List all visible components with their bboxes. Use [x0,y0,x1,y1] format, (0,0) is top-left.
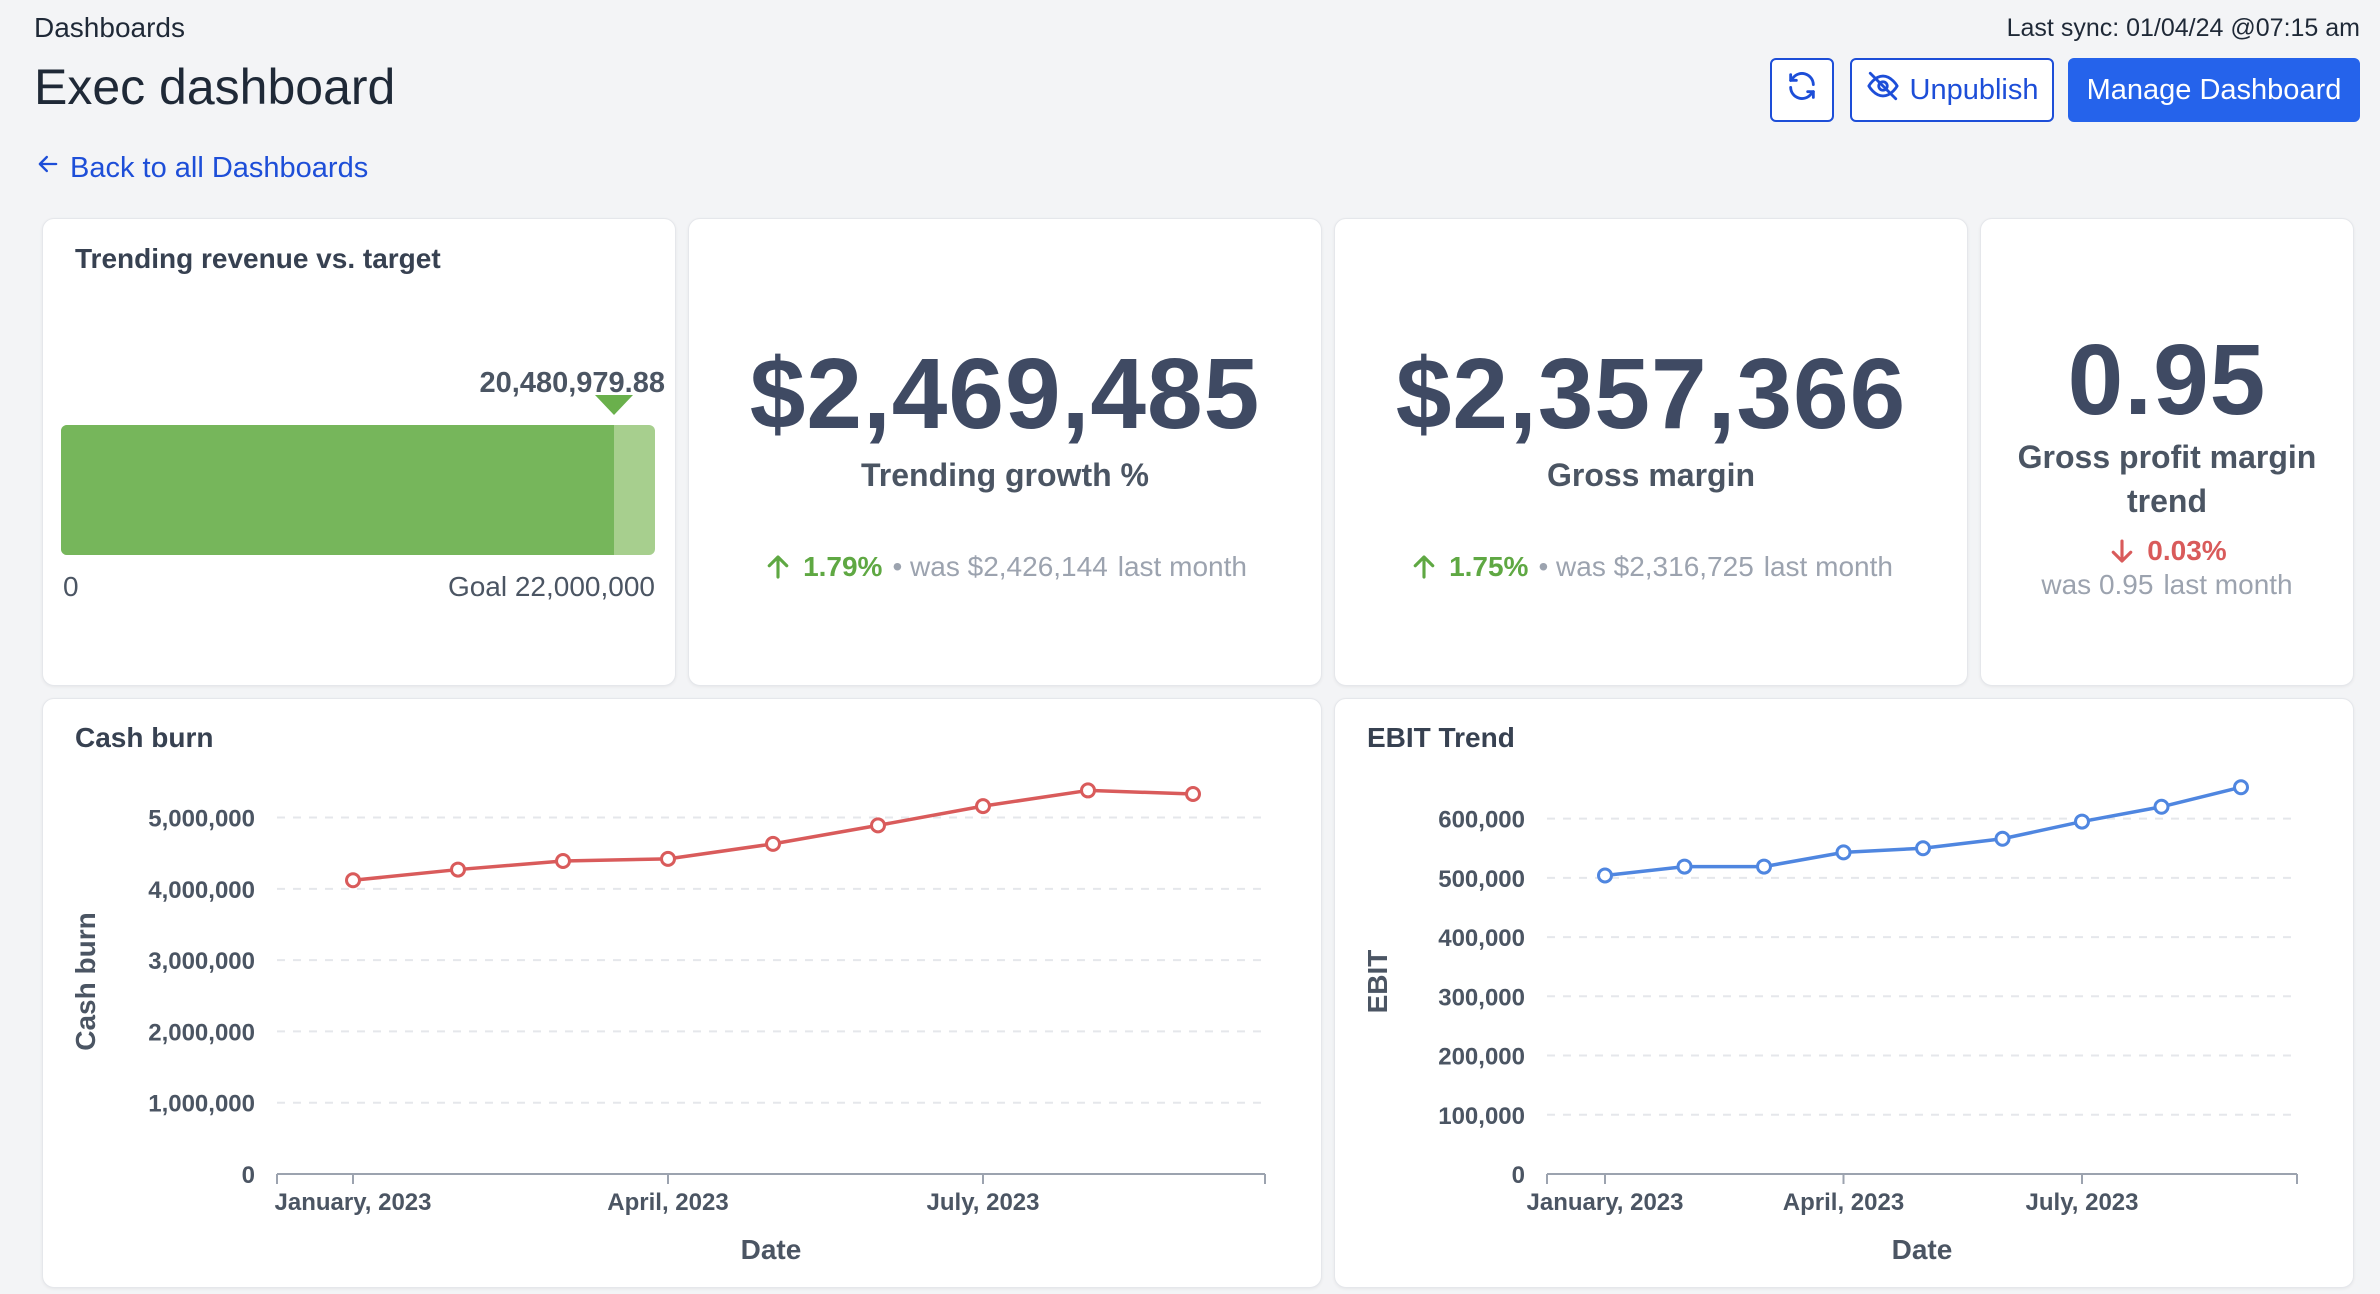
kpi-delta-row: 1.75% • was $2,316,725 last month [1335,551,1967,583]
kpi-was-row: was 0.95 last month [1981,569,2353,601]
y-axis-title: EBIT [1362,950,1393,1014]
arrow-up-icon [763,552,793,582]
chart-title: EBIT Trend [1367,722,1515,753]
kpi-delta: 0.03% [2147,535,2227,566]
y-axis-title: Cash burn [70,912,101,1050]
kpi-was: was 0.95 [2041,569,2154,600]
data-point [1185,785,1201,802]
y-tick-label: 1,000,000 [148,1091,255,1118]
kpi-card-gross-margin: $2,357,366 Gross margin 1.75% • was $2,3… [1334,218,1968,686]
chart-title: Cash burn [75,722,213,753]
data-point [870,817,886,834]
kpi-value: $2,357,366 [1395,338,1907,450]
y-tick-label: 0 [242,1162,255,1189]
kpi-period: last month [1117,551,1247,582]
kpi-card-trending-growth: $2,469,485 Trending growth % 1.79% • was… [688,218,1322,686]
card-title: Trending revenue vs. target [75,243,441,274]
data-point [1676,858,1693,875]
y-tick-label: 600,000 [1438,807,1525,834]
last-sync: Last sync: 01/04/24 @07:15 am [2006,14,2360,42]
kpi-delta: 1.75% [1449,551,1529,582]
x-tick-label: January, 2023 [1527,1189,1684,1216]
kpi-label: Trending growth % [861,457,1149,493]
kpi-period: last month [1763,551,1893,582]
data-point [555,853,571,870]
y-tick-label: 2,000,000 [148,1019,255,1046]
kpi-delta-row: 0.03% [1981,535,2353,567]
cash-burn-card: Cash burn 0 1,000,000 2,000,000 3,000,000 4,0… [42,698,1322,1288]
gauge-current-value: 20,480,979.88 [479,367,665,399]
y-tick-label: 400,000 [1438,925,1525,952]
y-tick-label: 300,000 [1438,984,1525,1011]
kpi-delta-row: 1.79% • was $2,426,144 last month [689,551,1321,583]
ebit-trend-card: EBIT Trend 0 100,000 200,000 300,000 400,000 5… [1334,698,2354,1288]
gauge-fill [61,425,614,555]
y-tick-label: 4,000,000 [148,877,255,904]
back-link-label: Back to all Dashboards [70,151,369,184]
x-axis-title: Date [741,1234,802,1265]
data-point [1080,782,1096,799]
manage-dashboard-label: Manage Dashboard [2086,73,2342,106]
kpi-card-gross-profit-margin: 0.95 Gross profit margin trend 0.03% was… [1980,218,2354,686]
kpi-label: Gross margin [1546,457,1756,493]
y-tick-label: 500,000 [1438,866,1525,893]
kpi-label-line1: Gross profit margin [2017,439,2317,475]
kpi-value: 0.95 [2067,324,2267,436]
arrow-left-icon [34,150,62,186]
x-tick-label: July, 2023 [927,1189,1040,1216]
series-line [352,788,1194,883]
data-point [975,798,991,815]
kpi-value: $2,469,485 [749,338,1261,450]
revenue-target-card: Trending revenue vs. target 20,480,979.8… [42,218,676,686]
page-title: Exec dashboard [34,59,396,115]
data-point [2153,798,2170,815]
y-tick-label: 5,000,000 [148,806,255,833]
data-point [1915,840,1931,857]
y-tick-label: 200,000 [1438,1044,1525,1071]
kpi-period: last month [2163,569,2293,600]
data-point [450,861,466,878]
kpi-was: • was $2,426,144 [892,551,1108,582]
manage-dashboard-button[interactable]: Manage Dashboard [2068,58,2360,122]
ebit-trend-chart: EBIT Trend 0 100,000 200,000 300,000 400,000 5… [1362,722,2298,1265]
series-line [1604,785,2242,878]
gauge-goal-label: Goal 22,000,000 [447,571,655,602]
cash-burn-chart: Cash burn 0 1,000,000 2,000,000 3,000,000 4,0… [70,722,1266,1265]
data-point [1994,830,2011,847]
kpi-label-line2: trend [2127,483,2207,519]
x-tick-label: January, 2023 [275,1189,432,1216]
unpublish-button[interactable]: Unpublish [1850,58,2054,122]
breadcrumb[interactable]: Dashboards [34,12,185,43]
gauge-track [61,425,655,555]
x-tick-label: April, 2023 [607,1189,728,1216]
data-point [1756,858,1772,875]
unpublish-label: Unpublish [1909,73,2039,106]
refresh-icon [1785,69,1819,111]
y-tick-label: 0 [1512,1162,1525,1189]
eye-off-icon [1866,69,1900,111]
x-axis-title: Date [1892,1234,1953,1265]
data-point [1597,867,1613,884]
data-point [2233,779,2249,796]
gauge-marker-icon [594,395,633,415]
x-tick-label: April, 2023 [1783,1189,1904,1216]
x-tick-label: July, 2023 [2026,1189,2139,1216]
data-point [1835,844,1852,861]
data-point [660,850,676,867]
arrow-down-icon [2107,536,2137,566]
gauge-min-label: 0 [63,571,79,602]
data-point [2074,813,2090,830]
y-tick-label: 3,000,000 [148,948,255,975]
refresh-button[interactable] [1770,58,1834,122]
data-point [345,872,361,889]
kpi-delta: 1.79% [803,551,883,582]
kpi-was: • was $2,316,725 [1538,551,1754,582]
arrow-up-icon [1409,552,1439,582]
back-link[interactable]: Back to all Dashboards [34,150,368,186]
y-tick-label: 100,000 [1438,1103,1525,1130]
data-point [765,835,781,852]
